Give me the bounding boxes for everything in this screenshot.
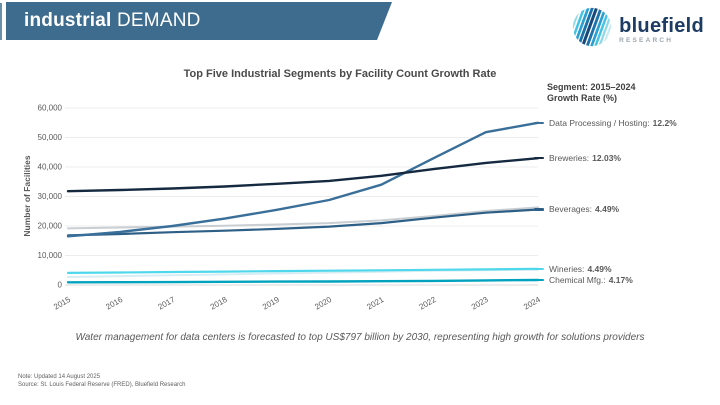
x-tick-label: 2021 bbox=[365, 295, 385, 312]
x-tick-label: 2023 bbox=[470, 295, 490, 312]
x-tick-label: 2018 bbox=[209, 295, 229, 312]
x-tick-label: 2017 bbox=[157, 295, 177, 312]
x-tick-label: 2024 bbox=[522, 295, 542, 312]
y-tick-label: 10,000 bbox=[38, 251, 63, 260]
x-tick-label: 2022 bbox=[418, 295, 438, 312]
header-banner: industrial DEMAND bbox=[6, 2, 392, 40]
x-tick-label: 2019 bbox=[261, 295, 281, 312]
logo-wordmark: bluefield bbox=[619, 14, 704, 37]
series-line-beverages bbox=[66, 208, 540, 237]
source-line: Source: St. Louis Federal Reserve (FRED)… bbox=[18, 382, 186, 388]
y-tick-label: 30,000 bbox=[38, 192, 63, 201]
x-tick-label: 2020 bbox=[313, 295, 333, 312]
logo-subtitle: RESEARCH bbox=[619, 36, 674, 44]
y-tick-label: 40,000 bbox=[38, 163, 63, 172]
banner-left-accent bbox=[0, 3, 2, 40]
globe-icon bbox=[567, 2, 617, 53]
series-line-data-processing-hosting bbox=[66, 121, 540, 238]
source-notes: Note: Updated 14 August 2025 Source: St.… bbox=[18, 373, 185, 389]
page-title-bold: industrial bbox=[24, 10, 112, 31]
line-beverages-highlight bbox=[67, 206, 539, 230]
series-line-wineries bbox=[66, 267, 540, 274]
series-line-chemical-mfg bbox=[66, 278, 540, 284]
y-tick-label: 20,000 bbox=[38, 222, 63, 231]
y-tick-label: 0 bbox=[58, 281, 63, 290]
bluefield-logo: bluefield RESEARCH bbox=[567, 2, 704, 53]
note-line: Note: Updated 14 August 2025 bbox=[18, 374, 101, 380]
chart-title: Top Five Industrial Segments by Facility… bbox=[183, 68, 497, 80]
page-title-regular: DEMAND bbox=[111, 10, 201, 31]
y-tick-label: 60,000 bbox=[38, 104, 63, 113]
footnote: Water management for data centers is for… bbox=[75, 332, 645, 343]
page-title: industrial DEMAND bbox=[6, 10, 201, 32]
x-tick-label: 2016 bbox=[104, 295, 124, 312]
series-line-breweries bbox=[66, 156, 540, 193]
y-tick-label: 50,000 bbox=[38, 133, 63, 142]
x-tick-label: 2015 bbox=[52, 295, 72, 312]
